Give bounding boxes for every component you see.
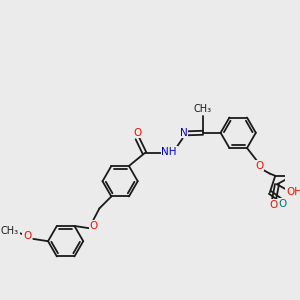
Text: O: O: [89, 221, 97, 231]
Text: OH: OH: [286, 187, 300, 197]
Text: CH₃: CH₃: [1, 226, 19, 236]
Text: O: O: [269, 200, 278, 210]
Text: O: O: [256, 161, 264, 171]
Text: NH: NH: [161, 147, 177, 157]
Text: CH₃: CH₃: [194, 104, 211, 114]
Text: O: O: [278, 199, 286, 209]
Text: O: O: [23, 231, 31, 241]
Text: O: O: [133, 128, 142, 138]
Text: N: N: [180, 128, 188, 138]
